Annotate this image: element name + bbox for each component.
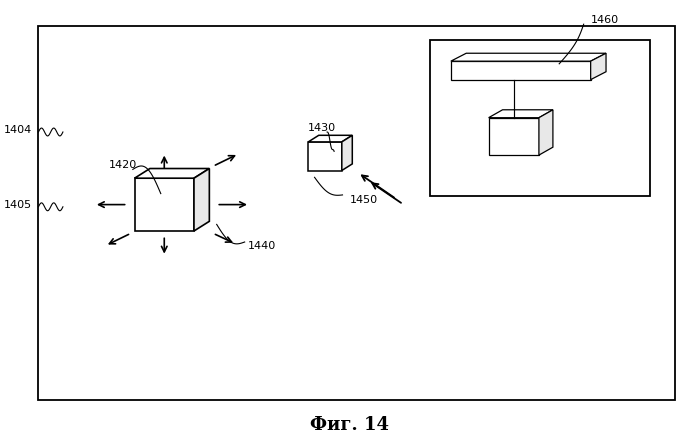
Text: 1420: 1420 — [108, 160, 136, 170]
Polygon shape — [342, 136, 352, 171]
Polygon shape — [308, 136, 352, 142]
Polygon shape — [591, 53, 606, 80]
Polygon shape — [451, 53, 606, 61]
Text: 1460: 1460 — [591, 15, 619, 25]
Text: Фиг. 14: Фиг. 14 — [310, 416, 389, 433]
Polygon shape — [308, 142, 342, 171]
Polygon shape — [489, 110, 553, 118]
Text: 1440: 1440 — [248, 242, 276, 251]
Polygon shape — [539, 110, 553, 155]
Text: 1450: 1450 — [350, 195, 377, 205]
Text: 1430: 1430 — [308, 123, 336, 132]
Text: 1405: 1405 — [3, 200, 31, 209]
Bar — [430, 40, 650, 196]
Polygon shape — [194, 169, 210, 231]
Polygon shape — [451, 61, 591, 80]
Text: 1404: 1404 — [3, 125, 31, 135]
Polygon shape — [489, 118, 539, 155]
Polygon shape — [134, 178, 194, 231]
Polygon shape — [134, 169, 210, 178]
Bar — [38, 26, 675, 400]
